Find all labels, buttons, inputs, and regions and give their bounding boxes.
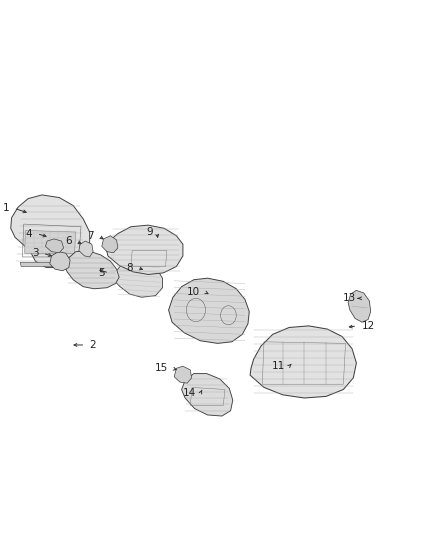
Polygon shape [348,290,371,322]
Text: 9: 9 [146,227,152,237]
Text: 7: 7 [87,231,94,241]
Text: 6: 6 [65,236,71,246]
Polygon shape [174,366,191,383]
Polygon shape [50,252,70,271]
Text: 5: 5 [98,268,105,278]
Text: 12: 12 [362,321,375,331]
Polygon shape [250,326,357,398]
Text: 1: 1 [3,203,10,213]
Polygon shape [46,239,64,253]
Text: 2: 2 [90,340,96,350]
Polygon shape [64,251,119,289]
Polygon shape [20,262,85,266]
Text: 13: 13 [343,293,357,303]
Text: 15: 15 [155,364,168,373]
Text: 10: 10 [187,287,200,297]
Polygon shape [79,241,93,257]
Polygon shape [115,261,162,297]
Polygon shape [25,230,76,253]
Polygon shape [11,195,90,268]
Polygon shape [102,236,118,253]
Polygon shape [169,278,249,343]
Text: 11: 11 [272,361,285,371]
Polygon shape [106,225,183,274]
Text: 14: 14 [183,387,196,398]
Text: 8: 8 [127,263,133,272]
Text: 3: 3 [32,248,39,259]
Text: 4: 4 [26,229,32,239]
Polygon shape [182,374,233,416]
